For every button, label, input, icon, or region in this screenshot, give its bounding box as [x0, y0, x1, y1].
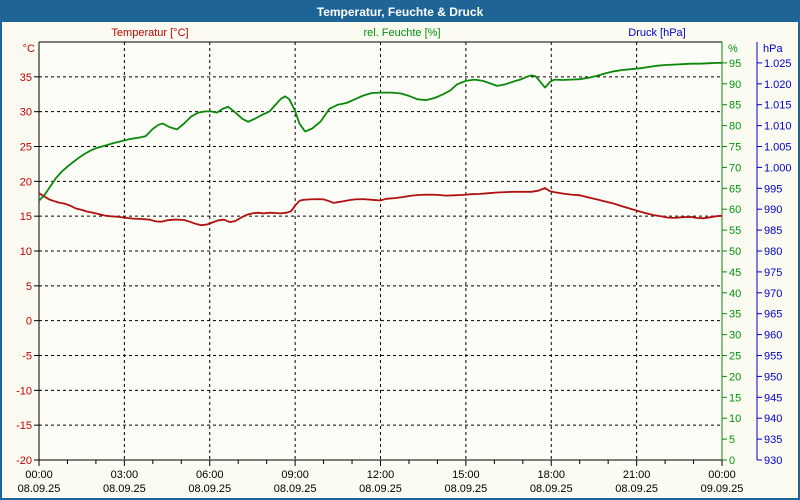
temp-tick-label: -5 [22, 351, 32, 363]
time-label: 21:00 [623, 469, 651, 481]
temp-tick-label: 25 [20, 142, 32, 154]
pressure-tick-label: 990 [764, 204, 782, 216]
humidity-tick-label: 45 [729, 267, 741, 279]
legend-humidity-label: rel. Feuchte [%] [363, 27, 441, 39]
date-label: 08.09.25 [188, 483, 231, 495]
humidity-tick-label: 0 [729, 455, 735, 467]
pressure-tick-label: 1.005 [764, 142, 792, 154]
humidity-tick-label: 25 [729, 351, 741, 363]
temp-tick-label: -15 [16, 420, 32, 432]
pressure-tick-label: 1.000 [764, 162, 792, 174]
pressure-tick-label: 1.020 [764, 79, 792, 91]
humidity-tick-label: 60 [729, 204, 741, 216]
temp-axis-unit: °C [23, 43, 35, 55]
pressure-tick-label: 980 [764, 246, 782, 258]
humidity-tick-label: 95 [729, 58, 741, 70]
pressure-tick-label: 950 [764, 371, 782, 383]
time-label: 00:00 [708, 469, 736, 481]
time-label: 15:00 [452, 469, 480, 481]
legend-temperature-label: Temperatur [°C] [111, 27, 189, 39]
time-label: 12:00 [367, 469, 395, 481]
temp-tick-label: 10 [20, 246, 32, 258]
pressure-tick-label: 985 [764, 225, 782, 237]
time-label: 18:00 [537, 469, 565, 481]
date-label: 08.09.25 [103, 483, 146, 495]
humidity-tick-label: 10 [729, 413, 741, 425]
humidity-tick-label: 40 [729, 288, 741, 300]
humidity-tick-label: 80 [729, 121, 741, 133]
temp-tick-label: -20 [16, 455, 32, 467]
time-label: 06:00 [196, 469, 224, 481]
window-title-bar: Temperatur, Feuchte & Druck [2, 2, 798, 22]
pressure-tick-label: 975 [764, 267, 782, 279]
temp-tick-label: 5 [26, 281, 32, 293]
time-label: 09:00 [281, 469, 309, 481]
pressure-tick-label: 945 [764, 392, 782, 404]
date-label: 08.09.25 [18, 483, 61, 495]
date-label: 08.09.25 [615, 483, 658, 495]
humidity-tick-label: 5 [729, 434, 735, 446]
date-label: 08.09.25 [359, 483, 402, 495]
pressure-tick-label: 965 [764, 309, 782, 321]
humidity-tick-label: 55 [729, 225, 741, 237]
pressure-tick-label: 960 [764, 330, 782, 342]
humidity-tick-label: 75 [729, 142, 741, 154]
temp-tick-label: -10 [16, 385, 32, 397]
pressure-axis-unit: hPa [763, 43, 783, 55]
pressure-tick-label: 930 [764, 455, 782, 467]
humidity-tick-label: 30 [729, 330, 741, 342]
pressure-tick-label: 970 [764, 288, 782, 300]
pressure-tick-label: 940 [764, 413, 782, 425]
humidity-tick-label: 90 [729, 79, 741, 91]
pressure-tick-label: 1.010 [764, 121, 792, 133]
humidity-tick-label: 15 [729, 392, 741, 404]
temp-tick-label: 35 [20, 72, 32, 84]
series-temperature [38, 187, 723, 227]
temp-tick-label: 15 [20, 211, 32, 223]
window-title: Temperatur, Feuchte & Druck [316, 5, 484, 19]
pressure-tick-label: 1.015 [764, 100, 792, 112]
humidity-tick-label: 35 [729, 309, 741, 321]
date-label: 09.09.25 [701, 483, 744, 495]
pressure-tick-label: 995 [764, 183, 782, 195]
temp-tick-label: 30 [20, 107, 32, 119]
date-label: 08.09.25 [530, 483, 573, 495]
pressure-tick-label: 935 [764, 434, 782, 446]
date-label: 08.09.25 [444, 483, 487, 495]
humidity-tick-label: 70 [729, 162, 741, 174]
pressure-tick-label: 1.025 [764, 58, 792, 70]
pressure-tick-label: 955 [764, 351, 782, 363]
legend-pressure-label: Druck [hPa] [628, 27, 686, 39]
time-label: 00:00 [25, 469, 53, 481]
humidity-tick-label: 65 [729, 183, 741, 195]
series-humidity [38, 62, 722, 202]
humidity-axis-unit: % [728, 43, 738, 55]
humidity-tick-label: 50 [729, 246, 741, 258]
temp-tick-label: 20 [20, 176, 32, 188]
humidity-tick-label: 85 [729, 100, 741, 112]
humidity-tick-label: 20 [729, 371, 741, 383]
date-label: 08.09.25 [274, 483, 317, 495]
temp-tick-label: 0 [26, 316, 32, 328]
time-label: 03:00 [111, 469, 139, 481]
